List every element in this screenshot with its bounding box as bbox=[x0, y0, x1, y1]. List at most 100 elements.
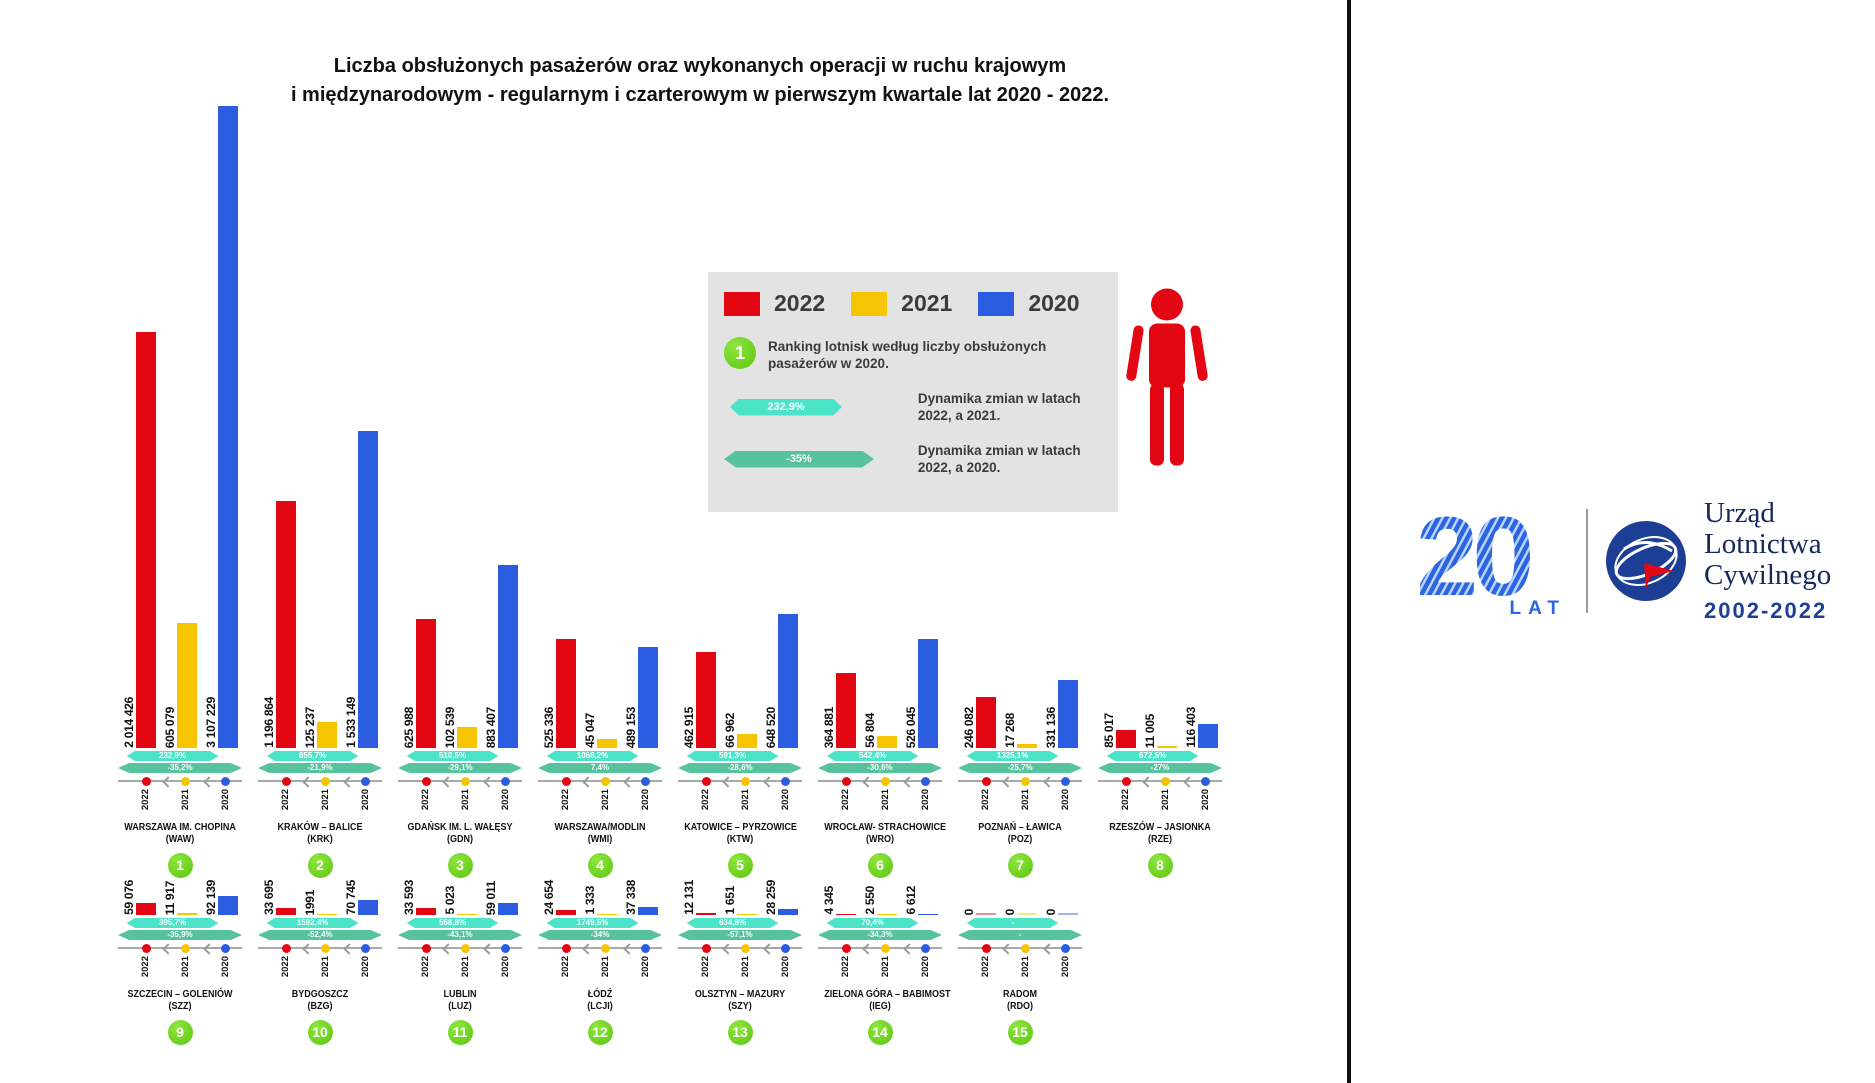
year-label-2022: 2022 bbox=[560, 789, 572, 811]
left-chevron-icon bbox=[302, 776, 314, 788]
bar-unit-2022: 33 695 bbox=[261, 880, 296, 915]
airport-name-line: POZNAŃ – ŁAWICA bbox=[978, 822, 1062, 833]
bar-unit-2020: 648 520 bbox=[764, 614, 798, 748]
bar-value-label: 92 139 bbox=[203, 880, 218, 915]
bar-area: 462 915 66 962 648 520 bbox=[678, 88, 802, 748]
bar-unit-2022: 59 076 bbox=[122, 880, 156, 915]
airport-name: WROCŁAW- STRACHOWICE (WRO) bbox=[818, 822, 946, 846]
bar-value-label: 33 695 bbox=[261, 880, 276, 915]
timeline-dot-2021 bbox=[181, 944, 191, 953]
org-line-2: Lotnictwa bbox=[1704, 528, 1822, 560]
airport-chart-row-1: 2 014 426 605 079 3 107 229 232,9% -35,2% … bbox=[118, 88, 1238, 878]
bar-2020 bbox=[497, 565, 518, 748]
bar-unit-2022: 625 988 bbox=[402, 618, 436, 748]
timeline-dot-2020 bbox=[361, 944, 371, 953]
left-chevron-icon bbox=[763, 776, 775, 788]
bar-value-label: 45 047 bbox=[582, 713, 597, 748]
bar-2022 bbox=[1115, 730, 1136, 748]
airport-name: RADOM (RDO) bbox=[958, 989, 1082, 1013]
change-vs-2021-arrow-example: 232,9% bbox=[730, 398, 842, 416]
year-labels: 2022 2021 2020 bbox=[818, 954, 942, 986]
bar-2022 bbox=[695, 652, 716, 748]
bar-2021 bbox=[596, 738, 617, 748]
airport-name-line: LUBLIN bbox=[443, 989, 477, 1000]
rank-badge: 3 bbox=[447, 853, 473, 878]
left-chevron-icon bbox=[582, 776, 594, 788]
year-label-2022: 2022 bbox=[840, 956, 852, 978]
airport-name: ZIELONA GÓRA – BABIMOST (IEG) bbox=[818, 989, 951, 1013]
bar-unit-2021: 11 005 bbox=[1143, 714, 1177, 748]
bar-unit-2020: 0 bbox=[1044, 909, 1078, 915]
bar-value-label: 5 023 bbox=[442, 886, 457, 915]
year-labels: 2022 2021 2020 bbox=[1098, 787, 1222, 819]
title-line-1: Liczba obsłużonych pasażerów oraz wykona… bbox=[333, 55, 1067, 77]
change-vs-2020-arrow: -35,2% bbox=[118, 763, 242, 773]
timeline-dot-2020 bbox=[1061, 777, 1071, 786]
airport-name-line: ZIELONA GÓRA – BABIMOST bbox=[824, 989, 951, 1000]
bar-value-label: 2 014 426 bbox=[121, 697, 136, 748]
year-label-2022: 2022 bbox=[980, 789, 992, 811]
timeline-dot-2021 bbox=[1021, 777, 1031, 786]
rank-badge: 13 bbox=[727, 1020, 753, 1045]
bar-value-label: 125 237 bbox=[302, 706, 317, 748]
bar-2020 bbox=[637, 646, 658, 748]
airport-name: WARSZAWA IM. CHOPINA (WAW) bbox=[118, 822, 242, 846]
year-label-2020: 2020 bbox=[919, 789, 931, 811]
year-label-2020: 2020 bbox=[219, 789, 231, 811]
bar-2022 bbox=[975, 697, 996, 748]
change-vs-2020-arrow: -34,3% bbox=[818, 930, 942, 940]
change-vs-2020-arrow: -52,4% bbox=[258, 930, 382, 940]
change-vs-2021-arrow: 542,4% bbox=[826, 751, 919, 761]
rank-badge: 14 bbox=[867, 1020, 893, 1045]
bar-value-label: 1 651 bbox=[722, 886, 737, 915]
year-label-2020: 2020 bbox=[639, 789, 651, 811]
legend-arrow-2021-row: 232,9% Dynamika zmian w latach 2022, a 2… bbox=[724, 390, 1102, 424]
year-label-2021: 2021 bbox=[599, 789, 611, 811]
bar-area: 246 082 17 268 331 136 bbox=[958, 88, 1082, 748]
bar-value-label: 6 612 bbox=[903, 886, 918, 915]
bar-value-label: 4 345 bbox=[821, 886, 836, 915]
left-chevron-icon bbox=[582, 943, 594, 955]
bar-value-label: 883 407 bbox=[483, 706, 498, 748]
airport-group: 625 988 102 539 883 407 510,5% -29,1% 2022… bbox=[398, 88, 522, 878]
year-timeline bbox=[818, 775, 942, 788]
airport-group: 1 196 864 125 237 1 533 149 855,7% -21,9% … bbox=[258, 88, 382, 878]
timeline-dot-2022 bbox=[701, 944, 711, 953]
timeline-dot-2021 bbox=[881, 944, 891, 953]
title-line-2: i międzynarodowym - regularnym i czarter… bbox=[290, 84, 1110, 106]
left-chevron-icon bbox=[1002, 943, 1014, 955]
airport-name-line: WARSZAWA/MODLIN bbox=[554, 822, 646, 833]
airport-name-line: GDAŃSK IM. L. WAŁĘSY bbox=[407, 822, 513, 833]
bar-2021 bbox=[1016, 913, 1037, 915]
bar-value-label: 1 333 bbox=[582, 886, 597, 915]
year-label-2021: 2021 bbox=[599, 956, 611, 978]
airport-code: (WMI) bbox=[587, 834, 613, 845]
timeline-axis bbox=[538, 947, 662, 949]
bar-area: 625 988 102 539 883 407 bbox=[398, 88, 522, 748]
legend-rank-note: 1 Ranking lotnisk według liczby obsłużon… bbox=[724, 337, 1102, 372]
year-labels: 2022 2021 2020 bbox=[538, 954, 662, 986]
bar-area: 364 881 56 804 526 045 bbox=[818, 88, 942, 748]
year-labels: 2022 2021 2020 bbox=[678, 787, 802, 819]
year-label-2022: 2022 bbox=[560, 956, 572, 978]
timeline-dot-2021 bbox=[601, 944, 611, 953]
airport-name-line: ŁÓDŹ bbox=[587, 989, 613, 1000]
airport-group: 12 131 1 651 28 259 634,8% -57,1% 2022 2021… bbox=[678, 843, 802, 1045]
timeline-dot-2021 bbox=[1021, 944, 1031, 953]
airport-group: 246 082 17 268 331 136 1325,1% -25,7% 2022… bbox=[958, 88, 1082, 878]
bar-unit-2021: 0 bbox=[1003, 909, 1037, 915]
year-label-2022: 2022 bbox=[420, 789, 432, 811]
year-label-2021: 2021 bbox=[319, 789, 331, 811]
timeline-dot-2020 bbox=[921, 777, 931, 786]
rank-badge: 1 bbox=[167, 853, 193, 878]
year-label-2020: 2020 bbox=[1199, 789, 1211, 811]
change-vs-2020-arrow: -21,9% bbox=[258, 763, 382, 773]
airport-name: BYDGOSZCZ (BZG) bbox=[258, 989, 382, 1013]
year-timeline bbox=[1098, 775, 1222, 788]
bar-value-label: 0 bbox=[961, 908, 976, 915]
year-label-2022: 2022 bbox=[280, 789, 292, 811]
bar-unit-2021: 2 550 bbox=[863, 886, 897, 915]
year-label-2021: 2021 bbox=[739, 956, 751, 978]
bar-unit-2021: 45 047 bbox=[582, 713, 617, 748]
bar-value-label: 1991 bbox=[302, 889, 317, 916]
